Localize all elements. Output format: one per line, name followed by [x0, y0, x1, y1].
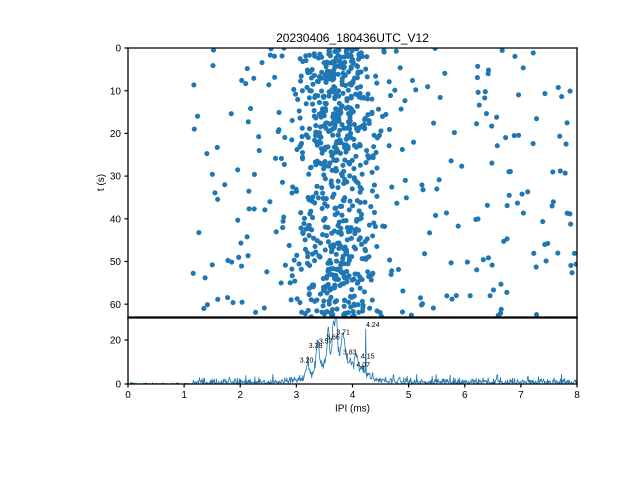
- svg-text:IPI (ms): IPI (ms): [335, 404, 370, 415]
- svg-text:2: 2: [237, 390, 243, 401]
- svg-text:3: 3: [294, 390, 300, 401]
- svg-text:8: 8: [574, 390, 580, 401]
- svg-text:20: 20: [110, 129, 122, 140]
- svg-text:20: 20: [110, 336, 122, 347]
- svg-text:1: 1: [181, 390, 187, 401]
- svg-text:5: 5: [406, 390, 412, 401]
- svg-text:6: 6: [462, 390, 468, 401]
- svg-text:40: 40: [110, 214, 122, 225]
- svg-text:4: 4: [350, 390, 356, 401]
- svg-text:7: 7: [518, 390, 524, 401]
- svg-text:3.20: 3.20: [300, 358, 314, 365]
- svg-text:t (s): t (s): [96, 174, 107, 191]
- svg-text:4.15: 4.15: [361, 353, 375, 360]
- svg-text:10: 10: [110, 86, 122, 97]
- svg-text:3.38: 3.38: [309, 343, 323, 350]
- svg-text:0: 0: [115, 44, 121, 55]
- svg-text:0: 0: [125, 390, 131, 401]
- svg-text:4.24: 4.24: [366, 322, 380, 329]
- svg-text:20230406_180436UTC_V12: 20230406_180436UTC_V12: [276, 31, 429, 45]
- svg-text:4.07: 4.07: [356, 362, 370, 369]
- svg-text:50: 50: [110, 257, 122, 268]
- svg-text:0: 0: [115, 380, 121, 391]
- svg-text:30: 30: [110, 172, 122, 183]
- svg-text:60: 60: [110, 300, 122, 311]
- svg-text:3.83: 3.83: [343, 349, 357, 356]
